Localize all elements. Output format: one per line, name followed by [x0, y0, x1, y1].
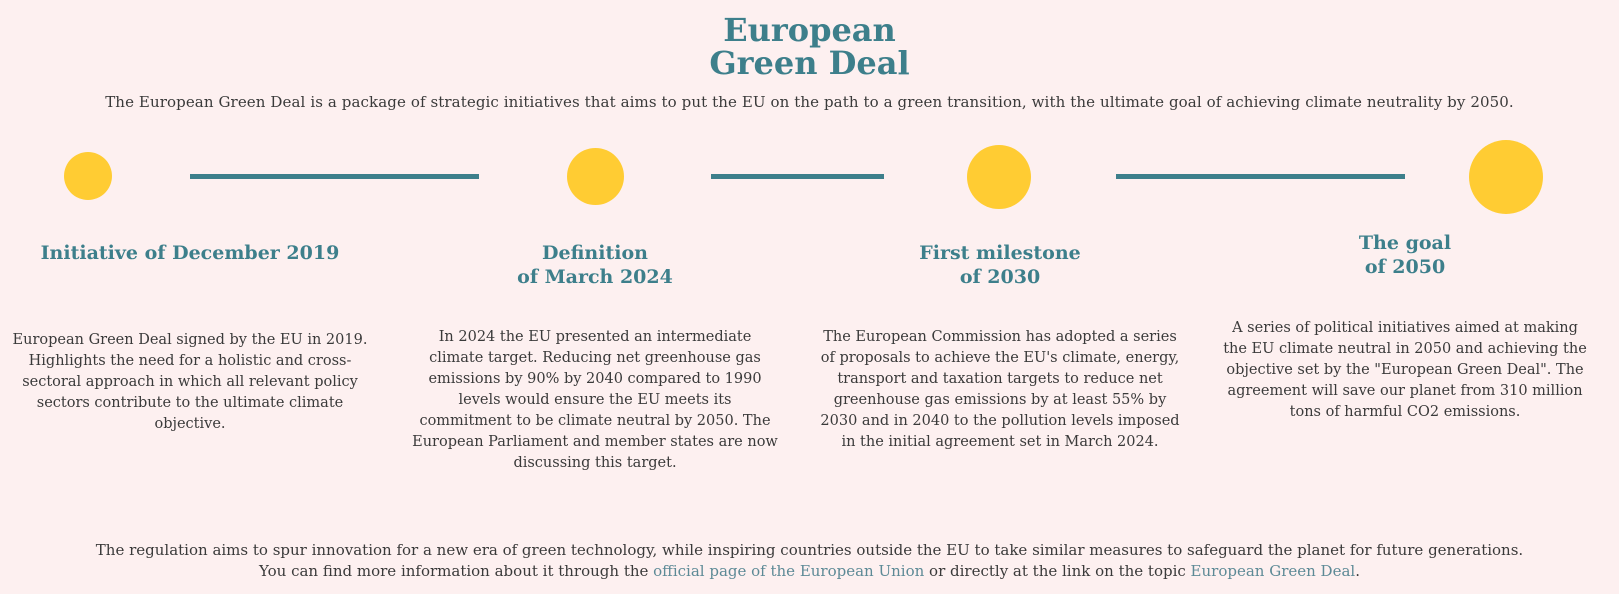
step-text-2024: In 2024 the EU presented an intermediate…	[412, 329, 778, 471]
step-title-2050-line-1: The goal	[1358, 232, 1452, 254]
page-title-line-1: European	[723, 11, 896, 49]
step-title-2024-line-2: of March 2024	[517, 266, 673, 288]
eu-official-page-link[interactable]: official page of the European Union	[653, 562, 925, 580]
timeline-marker-2019	[64, 152, 112, 200]
timeline-connector-2	[711, 174, 884, 179]
step-title-2024: Definition of March 2024	[420, 241, 770, 289]
page-title-line-2: Green Deal	[709, 44, 910, 82]
timeline-connector-1	[190, 174, 479, 179]
step-title-2019-line-1: Initiative of December 2019	[40, 242, 340, 264]
step-title-2050-line-2: of 2050	[1364, 256, 1446, 278]
european-green-deal-link[interactable]: European Green Deal	[1190, 562, 1356, 580]
timeline-marker-2030	[967, 145, 1031, 209]
step-title-2050: The goal of 2050	[1230, 231, 1580, 279]
step-title-2019: Initiative of December 2019	[20, 241, 360, 265]
intro-text: The European Green Deal is a package of …	[105, 93, 1514, 111]
footer-line-1: The regulation aims to spur innovation f…	[95, 541, 1524, 559]
footer-line-2-middle: or directly at the link on the topic	[924, 562, 1191, 580]
step-title-2024-line-1: Definition	[542, 242, 648, 264]
page-title: European Green Deal	[0, 14, 1619, 80]
step-title-2030-line-2: of 2030	[959, 266, 1041, 288]
step-title-2030: First milestone of 2030	[830, 241, 1170, 289]
footer-line-2: You can find more information about it t…	[0, 561, 1619, 582]
step-text-2030: The European Commission has adopted a se…	[820, 329, 1180, 450]
timeline-marker-2024	[567, 148, 624, 205]
step-title-2030-line-1: First milestone	[919, 242, 1081, 264]
footer-line-2-suffix: .	[1355, 562, 1360, 580]
footer-line-2-prefix: You can find more information about it t…	[259, 562, 654, 580]
timeline-marker-2050	[1469, 140, 1543, 214]
step-text-2050: A series of political initiatives aimed …	[1223, 320, 1587, 420]
timeline-connector-3	[1116, 174, 1405, 179]
step-text-2019: European Green Deal signed by the EU in …	[12, 332, 368, 432]
footer: The regulation aims to spur innovation f…	[0, 540, 1619, 582]
